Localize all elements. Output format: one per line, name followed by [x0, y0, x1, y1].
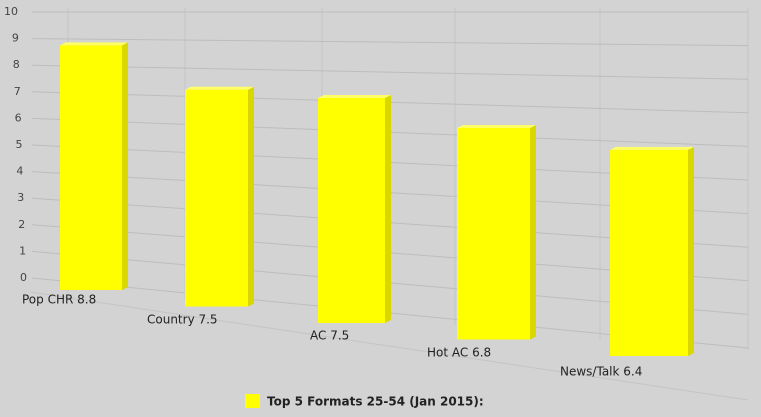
y-tick-label: 0 — [20, 271, 27, 284]
bar-side — [248, 86, 254, 307]
x-tick-label: Country 7.5 — [147, 313, 218, 327]
y-tick-label: 8 — [13, 58, 20, 71]
y-tick-label: 5 — [16, 138, 23, 151]
y-tick-label: 1 — [19, 244, 26, 257]
bar-top — [610, 146, 694, 150]
x-tick-label: Hot AC 6.8 — [427, 346, 491, 360]
bar-side — [122, 42, 128, 290]
bar — [60, 45, 122, 290]
legend-label: Top 5 Formats 25-54 (Jan 2015): — [267, 395, 484, 409]
legend-swatch — [245, 394, 260, 408]
bar-side — [385, 95, 391, 323]
x-tick-label: News/Talk 6.4 — [560, 365, 642, 379]
y-tick-label: 4 — [16, 165, 23, 178]
grid-line — [31, 64, 749, 80]
y-tick-label: 10 — [4, 5, 18, 18]
y-tick-label: 7 — [14, 85, 21, 98]
bar — [610, 149, 688, 356]
y-tick-label: 9 — [12, 32, 19, 45]
bar-side — [688, 146, 694, 356]
y-tick-label: 3 — [17, 191, 24, 204]
bar-top — [457, 125, 536, 129]
bar — [457, 128, 530, 340]
bar — [185, 89, 248, 307]
x-tick-label: Pop CHR 8.8 — [22, 293, 96, 307]
bar-top — [318, 95, 391, 98]
bar-side — [530, 125, 536, 340]
bar — [318, 98, 385, 323]
y-tick-label: 6 — [15, 111, 22, 124]
grid-line — [31, 38, 749, 47]
bar-top — [185, 86, 254, 90]
y-tick-label: 2 — [18, 218, 25, 231]
wall-dividers — [29, 8, 749, 401]
bar-top — [60, 42, 128, 46]
x-tick-label: AC 7.5 — [310, 329, 349, 343]
